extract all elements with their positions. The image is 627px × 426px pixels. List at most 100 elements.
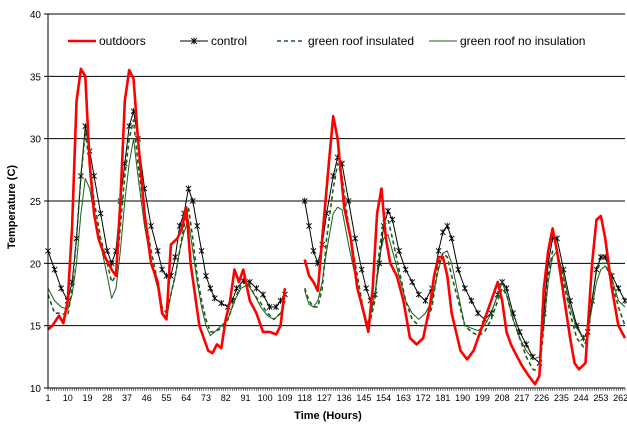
marker-control-76	[448, 235, 455, 242]
x-tick-label-82: 82	[221, 393, 231, 403]
x-tick-label-19: 19	[82, 393, 92, 403]
x-tick-label-163: 163	[396, 393, 411, 403]
marker-control-69	[409, 278, 416, 286]
x-minor-ticks	[47, 388, 626, 391]
gridlines	[48, 13, 625, 389]
marker-control-106	[622, 297, 627, 304]
marker-control-32	[203, 272, 209, 279]
y-tick-label-40: 40	[30, 10, 42, 21]
marker-control-88	[523, 341, 530, 348]
x-tick-label-208: 208	[495, 393, 510, 403]
marker-control-57	[345, 197, 352, 205]
marker-control-31	[198, 247, 205, 255]
x-tick-label-10: 10	[63, 393, 73, 403]
x-tick-label-73: 73	[201, 393, 211, 403]
marker-control-80	[475, 310, 481, 317]
marker-control-2	[58, 285, 65, 292]
marker-control-67	[396, 247, 402, 255]
marker-control-79	[468, 297, 475, 304]
marker-control-21	[154, 247, 161, 255]
x-tick-label-262: 262	[613, 393, 627, 403]
marker-control-50	[310, 247, 317, 255]
marker-control-58	[352, 235, 359, 242]
y-tick-label-25: 25	[30, 197, 42, 208]
marker-control-29	[189, 197, 196, 205]
y-tick-label-15: 15	[30, 322, 42, 333]
x-tick-label-1: 1	[45, 393, 50, 403]
marker-control-42	[260, 291, 266, 298]
marker-control-9	[91, 172, 97, 180]
marker-control-28	[185, 185, 192, 192]
legend: outdoors control green roof insulated green…	[52, 30, 622, 52]
marker-control-1	[51, 266, 58, 273]
marker-control-25	[172, 253, 179, 261]
marker-control-71	[422, 297, 429, 304]
marker-control-68	[402, 266, 409, 273]
legend-marker-control	[190, 37, 198, 45]
x-tick-label-154: 154	[376, 393, 391, 403]
x-tick-label-100: 100	[258, 393, 273, 403]
x-tick-label-118: 118	[298, 393, 312, 403]
y-tick-label-35: 35	[30, 72, 42, 83]
x-tick-label-136: 136	[337, 393, 352, 403]
x-tick-label-55: 55	[161, 393, 171, 403]
marker-control-59	[358, 266, 365, 273]
marker-control-22	[159, 266, 166, 273]
marker-control-38	[233, 285, 240, 292]
marker-control-49	[306, 222, 312, 230]
series-line-green-roof-insulated	[47, 119, 626, 373]
x-tick-label-253: 253	[593, 393, 608, 403]
marker-control-75	[444, 222, 451, 230]
y-axis-label: Temperature (C)	[6, 165, 18, 249]
series-line-outdoors	[47, 67, 627, 386]
x-tick-label-145: 145	[356, 393, 371, 403]
marker-control-60	[363, 285, 370, 292]
marker-control-105	[615, 285, 622, 292]
x-tick-label-226: 226	[534, 393, 549, 403]
marker-control-70	[415, 291, 422, 298]
marker-control-74	[439, 228, 446, 236]
marker-control-78	[461, 285, 468, 292]
marker-control-77	[455, 266, 462, 273]
series-lines	[45, 67, 627, 386]
marker-control-48	[301, 197, 308, 205]
marker-control-66	[389, 216, 396, 223]
x-axis-label: Time (Hours)	[294, 410, 362, 422]
marker-control-10	[97, 210, 104, 217]
y-tick-label-10: 10	[30, 384, 42, 395]
legend-label-outdoors: outdoors	[99, 34, 146, 48]
y-tick-label-30: 30	[30, 135, 42, 146]
x-tick-label-64: 64	[181, 393, 191, 403]
x-tick-label-217: 217	[514, 393, 529, 403]
x-tick-label-46: 46	[142, 393, 152, 403]
marker-control-41	[253, 285, 260, 292]
legend-label-green-roof-no-insulation: green roof no insulation	[460, 34, 585, 48]
x-tick-label-190: 190	[455, 393, 470, 403]
marker-control-44	[273, 303, 280, 311]
marker-control-11	[104, 247, 111, 255]
marker-control-40	[246, 278, 253, 286]
marker-control-30	[194, 222, 201, 230]
legend-label-green-roof-insulated: green roof insulated	[308, 34, 414, 48]
legend-background	[52, 30, 622, 52]
x-tick-label-91: 91	[240, 393, 250, 403]
marker-control-43	[266, 303, 273, 311]
x-tick-label-37: 37	[122, 393, 132, 403]
marker-control-33	[207, 285, 214, 292]
marker-control-102	[597, 253, 604, 261]
x-tick-label-235: 235	[554, 393, 569, 403]
x-tick-label-127: 127	[317, 393, 332, 403]
marker-control-34	[211, 295, 218, 302]
x-tick-label-199: 199	[475, 393, 490, 403]
marker-control-65	[385, 207, 391, 215]
y-tick-label-20: 20	[30, 259, 42, 270]
x-tick-label-28: 28	[102, 393, 112, 403]
x-tick-label-109: 109	[277, 393, 292, 403]
x-tick-label-244: 244	[574, 393, 589, 403]
marker-control-35	[218, 300, 225, 307]
legend-label-control: control	[211, 34, 247, 48]
marker-control-20	[148, 222, 155, 230]
marker-control-73	[435, 247, 442, 255]
